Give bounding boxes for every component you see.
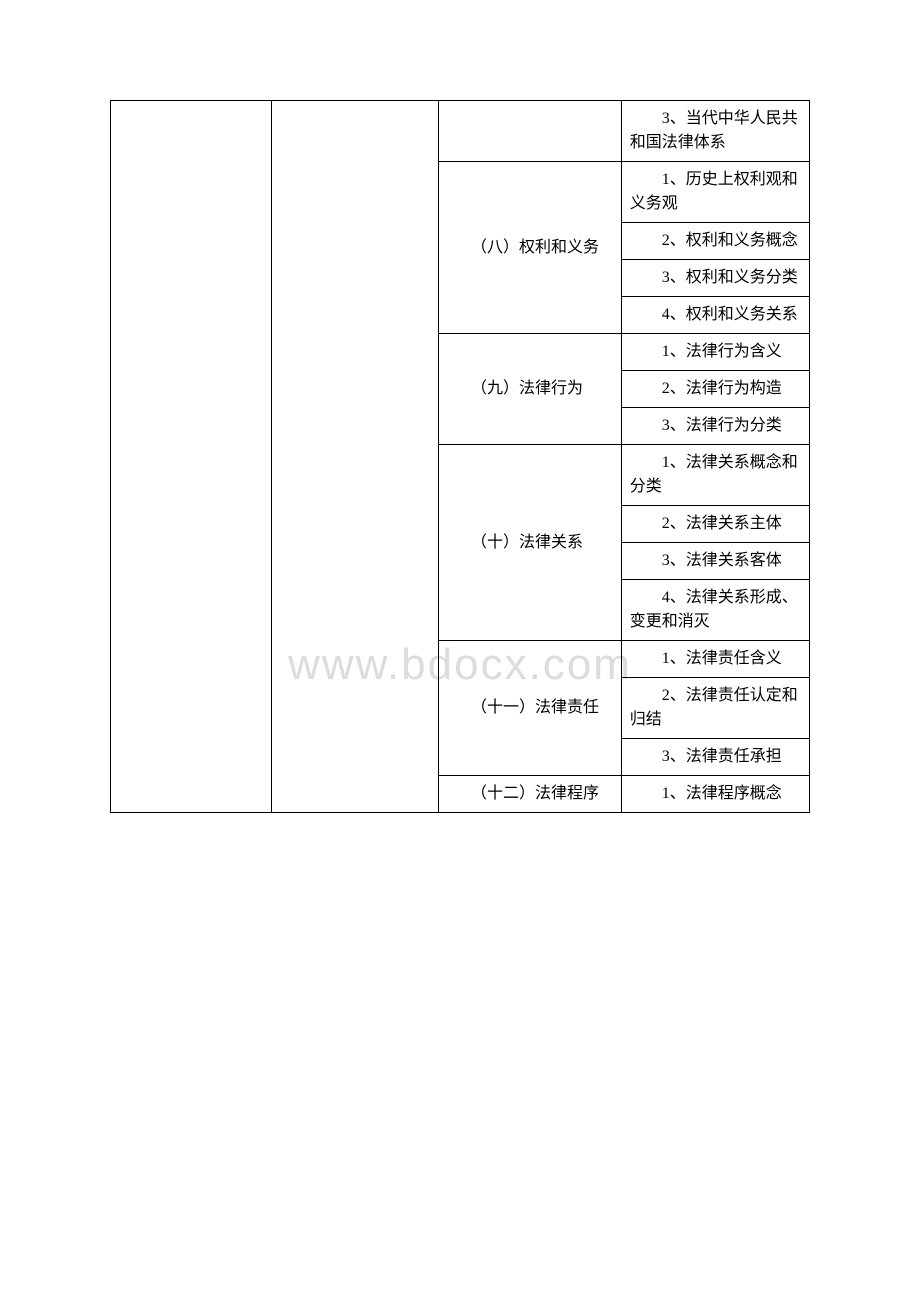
- cell-level4: 3、法律责任承担: [621, 739, 809, 776]
- cell-level4: 2、法律责任认定和归结: [621, 678, 809, 739]
- cell-level3: （十二）法律程序: [438, 776, 621, 813]
- cell-level4: 3、法律关系客体: [621, 543, 809, 580]
- table-row: 3、当代中华人民共和国法律体系: [111, 101, 810, 162]
- cell-level4: 1、法律关系概念和分类: [621, 445, 809, 506]
- cell-level3: （十一）法律责任: [438, 641, 621, 776]
- cell-level3: [438, 101, 621, 162]
- cell-level4: 1、法律行为含义: [621, 334, 809, 371]
- cell-level4: 3、法律行为分类: [621, 408, 809, 445]
- cell-level4: 1、法律责任含义: [621, 641, 809, 678]
- cell-level1: [111, 101, 272, 813]
- document-page: www.bdocx.com 3、当代中华人民共和国法律体系 （八）权利和义务 1…: [0, 0, 920, 913]
- cell-level3: （十）法律关系: [438, 445, 621, 641]
- cell-level4: 2、法律关系主体: [621, 506, 809, 543]
- cell-level2: [272, 101, 439, 813]
- cell-level4: 2、法律行为构造: [621, 371, 809, 408]
- cell-level4: 2、权利和义务概念: [621, 223, 809, 260]
- cell-level4: 4、权利和义务关系: [621, 297, 809, 334]
- cell-level4: 4、法律关系形成、变更和消灭: [621, 580, 809, 641]
- table-body: 3、当代中华人民共和国法律体系 （八）权利和义务 1、历史上权利观和义务观 2、…: [111, 101, 810, 813]
- cell-level4: 1、历史上权利观和义务观: [621, 162, 809, 223]
- cell-level3: （八）权利和义务: [438, 162, 621, 334]
- cell-level4: 3、当代中华人民共和国法律体系: [621, 101, 809, 162]
- cell-level3: （九）法律行为: [438, 334, 621, 445]
- cell-level4: 1、法律程序概念: [621, 776, 809, 813]
- cell-level4: 3、权利和义务分类: [621, 260, 809, 297]
- outline-table: 3、当代中华人民共和国法律体系 （八）权利和义务 1、历史上权利观和义务观 2、…: [110, 100, 810, 813]
